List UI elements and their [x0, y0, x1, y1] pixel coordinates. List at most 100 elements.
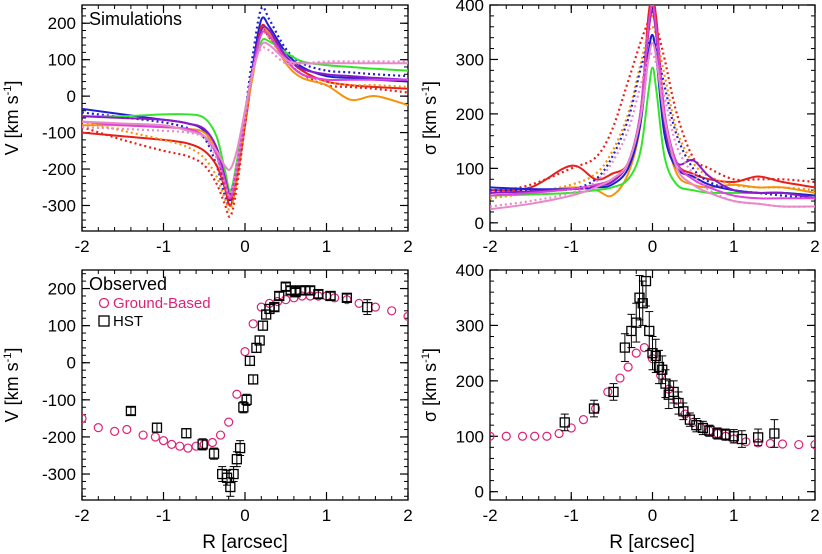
hst-point: [197, 439, 208, 450]
ground-point: [370, 302, 380, 312]
x-tick-label: 2: [810, 506, 819, 525]
ylabel-obs-sigma: σ [km s-1]: [420, 348, 440, 422]
ylabel-sim-v: V [km s-1]: [2, 81, 22, 156]
hst-point: [644, 325, 655, 337]
hst-point: [257, 320, 269, 331]
ground-point: [158, 436, 169, 446]
hst-point: [559, 417, 570, 428]
hst-point: [691, 420, 702, 431]
sim_v-plot: -2 -1 0 1 2 -300 -200 -100 0 100 200: [42, 5, 413, 256]
series-line-6: [490, 36, 815, 200]
series-line-8: [490, 5, 815, 200]
ground-point: [167, 439, 177, 449]
ground-point: [777, 439, 788, 449]
ground-point: [387, 306, 397, 316]
obs_sigma-plot: -2 -1 0 1 2 0 100 200 300 400: [456, 261, 820, 525]
series-line-4: [490, 66, 815, 197]
hst-point: [653, 361, 665, 373]
hst-point: [208, 448, 220, 459]
ground-point: [765, 438, 775, 449]
y-tick-label: 400: [456, 261, 484, 280]
hst-point: [362, 301, 373, 313]
y-tick-label: -300: [42, 196, 76, 215]
hst-point: [125, 405, 137, 417]
y-tick-label: 0: [475, 214, 484, 233]
hst-point: [274, 290, 285, 302]
ground-point: [566, 423, 576, 433]
xlabel-obs-sigma: R [arcsec]: [609, 532, 695, 553]
ground-point: [183, 443, 193, 453]
ground-point: [615, 373, 625, 383]
y-tick-label: 100: [456, 427, 484, 446]
hst-point: [251, 342, 262, 354]
ground-point: [623, 362, 633, 372]
legend-ground-label: Ground-Based: [113, 295, 211, 312]
ground-point: [578, 415, 589, 425]
obs_sigma-marks: [490, 270, 815, 450]
y-tick-label: 300: [456, 316, 484, 335]
series-line-10: [82, 46, 408, 197]
ground-point: [232, 389, 242, 399]
ground-point: [490, 431, 495, 441]
ground-point: [138, 430, 148, 440]
hst-point: [244, 355, 256, 367]
hst-point: [631, 317, 642, 328]
y-tick-label: 100: [48, 51, 76, 70]
x-tick-label: 2: [403, 506, 412, 525]
series-line-9: [82, 41, 408, 171]
legend: Ground-Based HST: [98, 295, 211, 330]
x-tick-label: 2: [810, 237, 819, 256]
y-tick-label: 100: [456, 159, 484, 178]
ground-point: [240, 347, 250, 357]
sim_sigma-plot: -2 -1 0 1 2 0 100 200 300 400: [456, 0, 820, 256]
ground-point: [530, 431, 540, 441]
hst-point: [325, 290, 336, 302]
hst-point: [225, 481, 236, 493]
x-tick-label: 0: [240, 237, 249, 256]
x-tick-label: -2: [74, 237, 89, 256]
ground-point: [639, 342, 649, 353]
hst-point: [728, 431, 739, 442]
hst-point: [313, 288, 324, 300]
series-line-9: [490, 42, 815, 211]
x-tick-label: -1: [156, 237, 171, 256]
x-tick-label: 1: [729, 506, 738, 525]
hst-point: [720, 429, 731, 440]
y-tick-label: 100: [48, 317, 76, 336]
xlabel-obs-v: R [arcsec]: [202, 532, 288, 553]
sim_sigma-marks: [490, 5, 815, 211]
y-tick-label: 200: [48, 280, 76, 299]
ground-point: [150, 432, 160, 442]
y-tick-label: -200: [42, 428, 76, 447]
hst-point: [736, 433, 748, 445]
ylabel-obs-v: V [km s-1]: [2, 348, 22, 423]
hst-point: [261, 309, 272, 320]
obs_v-marks: [82, 281, 408, 497]
ground-point: [82, 413, 87, 423]
ground-point: [215, 430, 226, 440]
ground-point: [554, 428, 564, 439]
series-line-10: [490, 52, 815, 208]
frame-obs-sigma: [489, 269, 816, 501]
label-observed: Observed: [89, 274, 167, 294]
obs_v-plot: -2 -1 0 1 2 -300 -200 -100 0 100 200: [42, 270, 413, 525]
hst-point: [269, 301, 280, 313]
ground-point: [122, 424, 132, 435]
hst-point: [634, 292, 645, 303]
ground-point: [354, 298, 364, 308]
ground-point: [224, 417, 234, 427]
y-tick-label: -200: [42, 160, 76, 179]
hst-point: [247, 374, 259, 385]
ground-point: [542, 431, 552, 441]
ground-point: [517, 431, 528, 441]
hst-point: [151, 422, 163, 433]
x-tick-label: 0: [648, 506, 657, 525]
hst-point: [640, 275, 652, 287]
x-tick-label: -1: [564, 237, 579, 256]
x-tick-label: 1: [322, 506, 331, 525]
hst-point: [660, 378, 671, 389]
x-tick-label: 0: [240, 506, 249, 525]
y-tick-label: -300: [42, 465, 76, 484]
x-tick-label: 0: [648, 237, 657, 256]
